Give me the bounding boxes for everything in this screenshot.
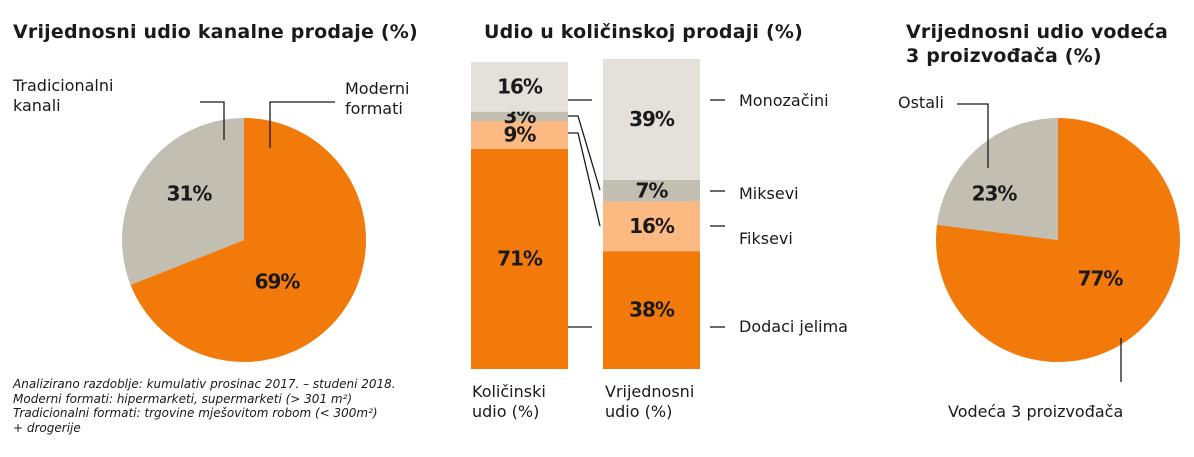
leader-line-moderni [269, 101, 335, 148]
pie1-value-label-1: 31% [167, 182, 213, 206]
legend-dodaci-jelima: Dodaci jelima [739, 317, 848, 336]
bar-value-label-0-3: 16% [497, 74, 543, 98]
pie3-value-label-1: 23% [972, 182, 1018, 206]
chart3-title-line1: Vrijednosni udio vodeća [906, 21, 1169, 43]
category-vrijednosni-line2: udio (%) [605, 402, 673, 421]
footnote-line3: Tradicionalni formati: trgovine mješovit… [13, 406, 378, 420]
bar-segment-0-3 [471, 62, 568, 112]
bar-value-label-0-0: 71% [497, 246, 543, 270]
bar-segment-0-0 [471, 148, 568, 369]
bar-segment-1-2 [603, 179, 700, 202]
category-vrijednosni: Vrijednosni udio (%) [605, 382, 694, 422]
bar-segment-1-1 [603, 201, 700, 252]
pie-chart-channel-share: 69% 31% [122, 118, 367, 362]
leader-line-miksevi [568, 115, 601, 191]
category-kolicinski-line2: udio (%) [472, 402, 540, 421]
bar-segment-0-2 [471, 111, 568, 121]
legend-monozacini: Monozačini [739, 91, 829, 110]
bar-segment-1-0 [603, 251, 700, 369]
category-kolicinski-line1: Količinski [472, 382, 546, 401]
chart2-title: Udio u količinskoj prodaji (%) [484, 21, 803, 43]
pie1-label-tradicionalni: Tradicionalni kanali [13, 76, 114, 115]
leader-line-tradicionalni [200, 101, 225, 140]
leader-line-ostali [957, 103, 989, 168]
footnote: Analizirano razdoblje: kumulativ prosina… [13, 377, 443, 435]
pie1-value-label-0: 69% [255, 270, 301, 294]
bar-segment-0-1 [471, 121, 568, 149]
footnote-line1: Analizirano razdoblje: kumulativ prosina… [13, 377, 396, 391]
pie1-slice-0 [130, 118, 367, 362]
footnote-line2: Moderni formati: hipermarketi, supermark… [13, 391, 353, 406]
bar-value-label-1-1: 16% [629, 214, 675, 238]
pie3-value-label-0: 77% [1078, 267, 1124, 291]
category-vrijednosni-line1: Vrijednosni [605, 382, 695, 401]
pie1-slice-1 [122, 118, 244, 285]
leader-lines [200, 99, 1122, 382]
bar-value-label-1-2: 7% [636, 178, 669, 202]
bar-value-label-1-0: 38% [629, 298, 675, 322]
pie3-label-vodeca: Vodeća 3 proizvođača [948, 402, 1124, 421]
pie1-label-moderni: Moderni formati [345, 79, 410, 118]
pie3-label-ostali: Ostali [898, 93, 944, 112]
bar-value-label-1-3: 39% [629, 107, 675, 131]
pie3-slice-0 [935, 118, 1180, 363]
legend-miksevi: Miksevi [739, 184, 799, 203]
chart3-title-line2: 3 proizvođača (%) [906, 45, 1102, 67]
legend-fiksevi: Fiksevi [739, 229, 793, 248]
chart3-title: Vrijednosni udio vodeća 3 proizvođača (%… [906, 20, 1168, 68]
leader-line-fiksevi [568, 132, 601, 227]
category-kolicinski: Količinski udio (%) [472, 382, 546, 422]
stacked-bar-chart: 71%9%3%16%38%16%7%39% [471, 59, 700, 369]
footnote-line4: + drogerije [13, 420, 81, 435]
bar-value-label-0-1: 9% [504, 122, 537, 146]
pie-chart-top3-share: 77% 23% [935, 118, 1180, 363]
chart1-title: Vrijednosni udio kanalne prodaje (%) [13, 21, 418, 43]
pie3-slice-1 [936, 118, 1058, 240]
bar-segment-1-3 [603, 59, 700, 180]
